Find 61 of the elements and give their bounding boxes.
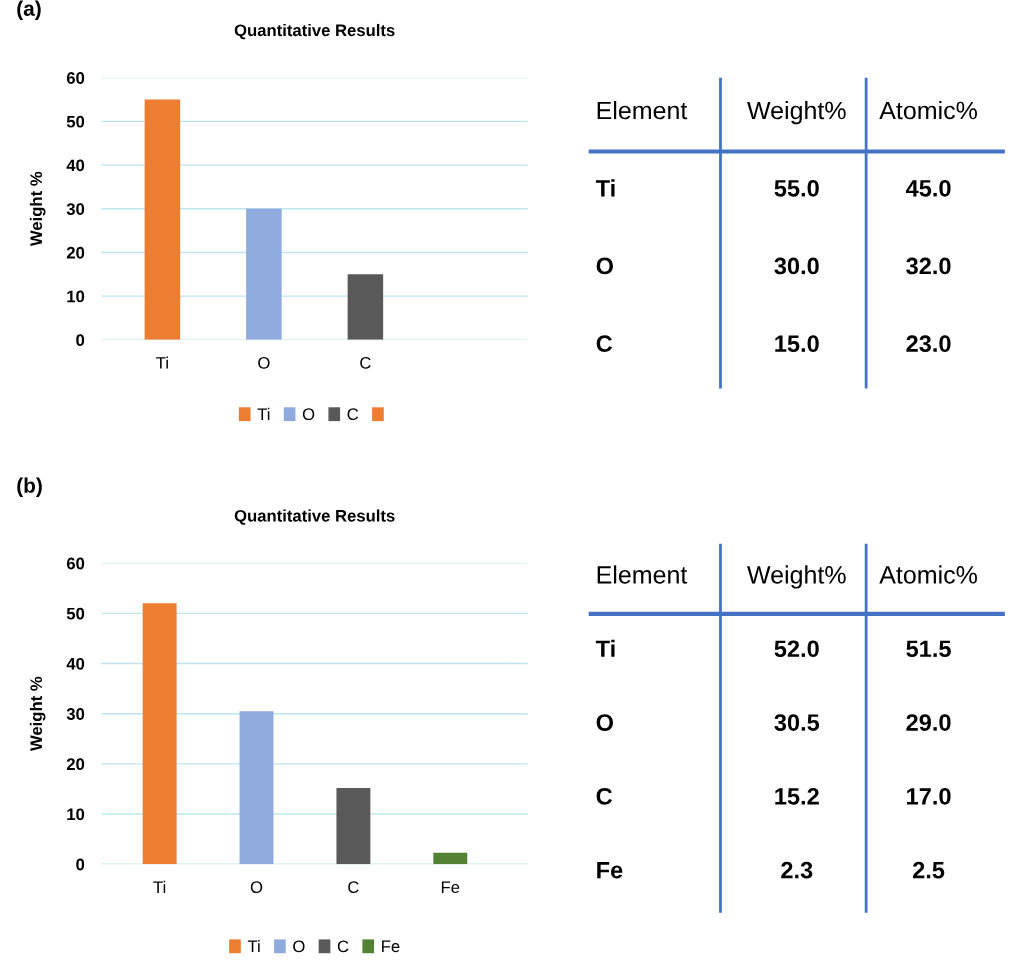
x-tick-label: C: [348, 881, 359, 894]
text: 55.0: [774, 179, 819, 197]
text: 45.0: [905, 179, 951, 197]
text: C: [596, 787, 613, 805]
text: Fe: [597, 862, 623, 879]
x-tick-label: O: [258, 356, 270, 369]
text: Atomic%: [879, 565, 977, 584]
x-tick-label: Fe: [441, 881, 460, 894]
x-tick-label: O: [250, 881, 263, 894]
text: Element: [597, 565, 688, 584]
y-axis-title: Weight %: [29, 676, 46, 752]
y-tick-label: 20: [66, 246, 85, 259]
text: Element: [597, 100, 688, 120]
text: Weight%: [747, 100, 846, 125]
chart-title: Quantitative Results: [234, 509, 395, 525]
text: 15.0: [775, 335, 819, 353]
text: (a): [17, 0, 41, 20]
y-tick-label: 30: [66, 203, 85, 215]
x-tick-label: Ti: [156, 356, 168, 369]
y-tick-label: 10: [67, 290, 85, 303]
text: 29.0: [906, 714, 951, 731]
legend-label: C: [347, 408, 359, 421]
text: 2.3: [781, 861, 813, 879]
y-axis-title: Weight %: [29, 171, 46, 247]
text: 17.0: [907, 787, 951, 805]
text: Ti: [595, 639, 615, 657]
text: 2.5: [912, 861, 945, 879]
y-tick-label: 0: [76, 334, 85, 347]
text: 15.2: [775, 787, 819, 805]
y-tick-label: 60: [66, 72, 85, 84]
legend-label: Ti: [257, 407, 270, 420]
legend-label: O: [302, 408, 315, 421]
chart-title: Quantitative Results: [234, 23, 395, 40]
legend-label: C: [337, 940, 349, 953]
text: Atomic%: [879, 100, 977, 120]
text: 32.0: [906, 257, 951, 275]
y-tick-label: 40: [66, 657, 85, 670]
text: O: [596, 257, 614, 275]
y-tick-label: 0: [76, 858, 85, 871]
text: O: [596, 714, 614, 731]
text: Weight%: [747, 565, 846, 589]
legend-label: Ti: [247, 939, 260, 953]
y-tick-label: 30: [66, 708, 85, 720]
text: 51.5: [906, 640, 951, 658]
text: 23.0: [906, 335, 951, 353]
y-tick-label: 50: [66, 115, 85, 128]
y-tick-label: 40: [66, 159, 85, 172]
legend-label: Fe: [382, 940, 400, 953]
y-tick-label: 50: [66, 607, 85, 620]
x-tick-label: Ti: [153, 880, 166, 893]
text: Ti: [595, 179, 615, 197]
text: C: [596, 335, 613, 353]
text: 30.0: [774, 257, 819, 275]
x-tick-label: C: [360, 356, 371, 369]
y-tick-label: 20: [66, 758, 85, 771]
text: (b): [17, 477, 42, 497]
legend-label: O: [293, 940, 305, 953]
text: 52.0: [774, 640, 819, 658]
y-tick-label: 10: [67, 808, 85, 821]
text: 30.5: [774, 714, 820, 731]
y-tick-label: 60: [66, 557, 85, 570]
